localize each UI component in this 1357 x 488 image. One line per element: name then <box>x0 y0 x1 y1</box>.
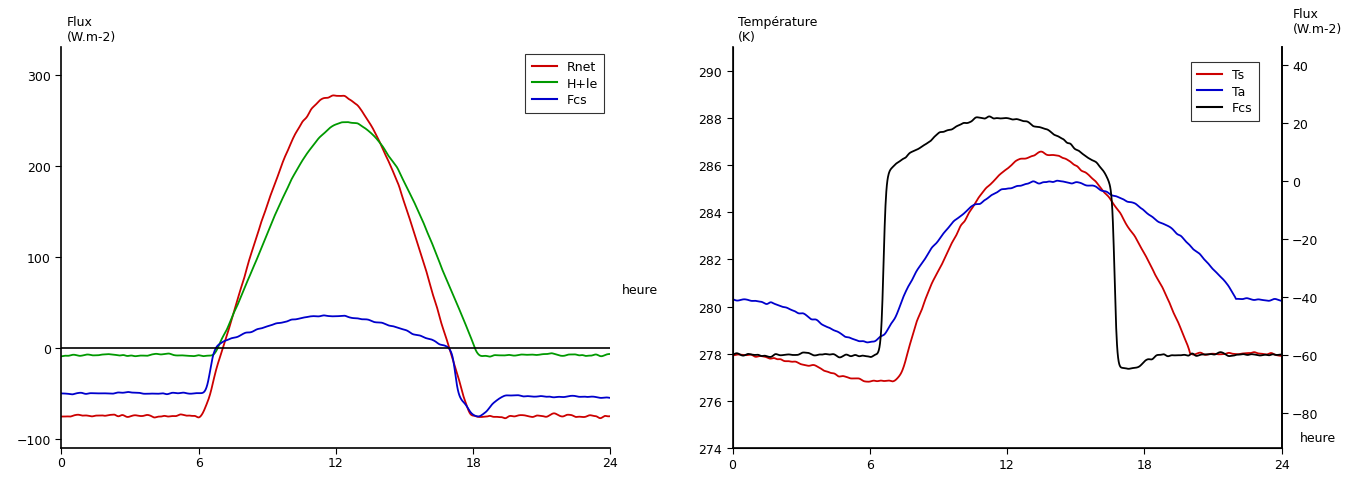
Y-axis label: Flux
(W.m-2): Flux (W.m-2) <box>1292 8 1342 36</box>
Text: heure: heure <box>622 284 658 297</box>
Legend: Rnet, H+le, Fcs: Rnet, H+le, Fcs <box>525 55 604 113</box>
Text: heure: heure <box>1300 431 1335 444</box>
Text: Température
(K): Température (K) <box>738 17 817 44</box>
Text: Flux
(W.m-2): Flux (W.m-2) <box>66 17 117 44</box>
Legend: Ts, Ta, Fcs: Ts, Ta, Fcs <box>1190 62 1259 122</box>
